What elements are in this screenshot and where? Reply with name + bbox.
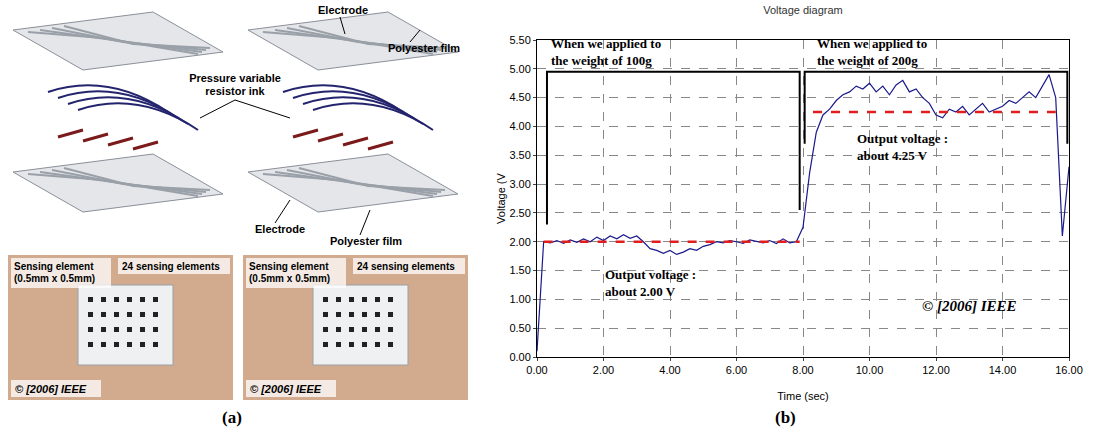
svg-text:© [2006] IEEE: © [2006] IEEE <box>250 383 322 395</box>
svg-text:Time (sec): Time (sec) <box>777 390 829 402</box>
html-text:(b): (b) <box>775 408 796 427</box>
svg-text:Sensing element: Sensing element <box>14 261 94 272</box>
svg-text:Electrode: Electrode <box>255 223 305 235</box>
svg-text:2.50: 2.50 <box>509 207 530 219</box>
svg-text:(0.5mm x 0.5mm): (0.5mm x 0.5mm) <box>249 273 330 284</box>
svg-text:10.00: 10.00 <box>856 364 884 376</box>
svg-text:Pressure variable: Pressure variable <box>189 72 281 84</box>
svg-text:4.50: 4.50 <box>509 91 530 103</box>
svg-text:12.00: 12.00 <box>922 364 950 376</box>
svg-text:(0.5mm x 0.5mm): (0.5mm x 0.5mm) <box>14 273 95 284</box>
svg-text:4.00: 4.00 <box>509 120 530 132</box>
svg-text:© [2006] IEEE: © [2006] IEEE <box>15 383 87 395</box>
svg-text:14.00: 14.00 <box>989 364 1017 376</box>
svg-text:Polyester film: Polyester film <box>388 42 460 54</box>
svg-text:Voltage (V: Voltage (V <box>495 172 507 223</box>
svg-text:Sensing element: Sensing element <box>249 261 329 272</box>
svg-text:2.00: 2.00 <box>509 236 530 248</box>
svg-text:24 sensing elements: 24 sensing elements <box>122 261 220 272</box>
svg-text:0.00: 0.00 <box>526 364 547 376</box>
svg-text:Output voltage :about 2.00 V: Output voltage :about 2.00 V <box>605 267 696 299</box>
svg-text:3.00: 3.00 <box>509 178 530 190</box>
svg-text:5.50: 5.50 <box>509 34 530 46</box>
svg-text:Voltage diagram: Voltage diagram <box>763 4 843 16</box>
svg-text:resistor ink: resistor ink <box>205 85 265 97</box>
svg-text:0.00: 0.00 <box>509 351 530 363</box>
svg-text:When we applied tothe weight o: When we applied tothe weight of 200g <box>817 36 927 68</box>
svg-text:8.00: 8.00 <box>792 364 813 376</box>
svg-text:1.00: 1.00 <box>509 293 530 305</box>
svg-text:2.00: 2.00 <box>593 364 614 376</box>
svg-text:Electrode: Electrode <box>318 4 368 16</box>
svg-text:6.00: 6.00 <box>726 364 747 376</box>
svg-text:3.50: 3.50 <box>509 149 530 161</box>
svg-text:24 sensing elements: 24 sensing elements <box>357 261 455 272</box>
svg-text:0.50: 0.50 <box>509 322 530 334</box>
html-text:(a): (a) <box>222 408 242 427</box>
svg-text:Output voltage :about 4.25 V: Output voltage :about 4.25 V <box>857 131 948 163</box>
svg-text:Polyester film: Polyester film <box>330 235 402 247</box>
svg-text:16.00: 16.00 <box>1055 364 1083 376</box>
svg-text:When we applied tothe weight o: When we applied tothe weight of 100g <box>551 36 661 68</box>
svg-text:© [2006] IEEE: © [2006] IEEE <box>922 298 1017 314</box>
svg-text:4.00: 4.00 <box>659 364 680 376</box>
svg-text:5.00: 5.00 <box>509 63 530 75</box>
svg-text:1.50: 1.50 <box>509 264 530 276</box>
